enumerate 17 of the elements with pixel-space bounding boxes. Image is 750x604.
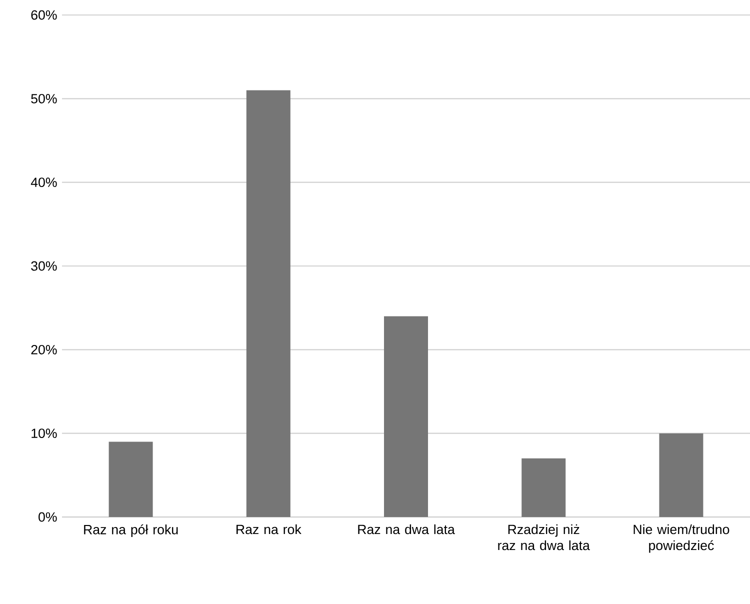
- bar: [246, 90, 290, 517]
- y-tick-label: 60%: [31, 10, 57, 20]
- x-tick-label: Nie wiem/trudno powiedzieć: [634, 524, 730, 553]
- bar: [108, 442, 153, 517]
- bar: [522, 458, 566, 517]
- x-tick-label: Raz na dwa lata: [358, 524, 455, 534]
- y-tick-label: 20%: [31, 344, 57, 354]
- y-tick-label: 10%: [32, 428, 57, 438]
- y-tick-label: 0%: [38, 512, 57, 522]
- bar: [659, 433, 704, 517]
- x-tick-label: Raz na pół roku: [84, 524, 178, 537]
- bar: [384, 316, 428, 517]
- x-tick-label: Raz na rok: [236, 524, 302, 534]
- y-tick-label: 50%: [31, 94, 57, 104]
- x-tick-label: Rzadziej niż raz na dwa lata: [498, 524, 590, 550]
- y-tick-label: 30%: [31, 261, 57, 271]
- y-tick-label: 40%: [30, 178, 57, 188]
